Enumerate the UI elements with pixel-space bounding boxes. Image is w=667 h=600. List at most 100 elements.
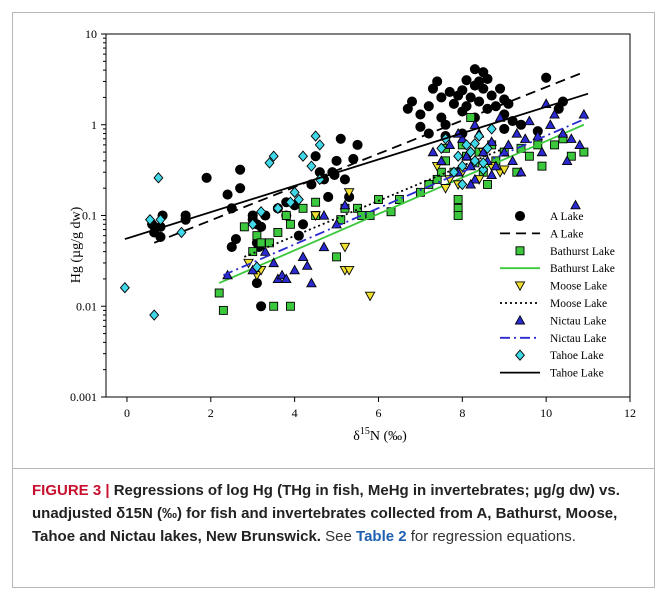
data-point bbox=[456, 133, 468, 143]
data-point bbox=[465, 92, 476, 103]
caption-title: Regressions of log Hg (THg in fish, MeHg… bbox=[32, 482, 620, 545]
data-point bbox=[306, 160, 317, 172]
data-point bbox=[515, 166, 527, 177]
data-point bbox=[332, 252, 342, 262]
data-point bbox=[444, 86, 455, 97]
data-point bbox=[486, 123, 497, 135]
figure-caption: FIGURE 3 | Regressions of log Hg (THg in… bbox=[12, 468, 655, 588]
caption-text-1: See bbox=[320, 528, 357, 545]
data-point bbox=[415, 109, 426, 120]
data-point bbox=[256, 206, 267, 218]
data-point bbox=[469, 64, 480, 75]
legend-marker bbox=[515, 246, 525, 256]
legend-item: Tahoe Lake bbox=[500, 368, 604, 380]
x-tick-label: 2 bbox=[208, 406, 214, 420]
series-a-lake-points bbox=[147, 64, 568, 312]
data-point bbox=[281, 211, 291, 220]
series-a-lake-line bbox=[153, 71, 585, 244]
data-point bbox=[343, 266, 355, 276]
data-point bbox=[235, 183, 246, 194]
legend-label: Nictau Lake bbox=[550, 315, 607, 327]
data-point bbox=[537, 161, 547, 171]
x-axis-label-sup: 15 bbox=[360, 426, 370, 437]
data-point bbox=[269, 301, 279, 311]
legend-marker bbox=[514, 210, 526, 222]
data-point bbox=[149, 309, 160, 321]
data-point bbox=[448, 98, 459, 109]
data-point bbox=[218, 305, 228, 315]
data-point bbox=[297, 251, 309, 262]
data-point bbox=[570, 199, 581, 210]
legend-item: Bathurst Lake bbox=[515, 246, 615, 258]
data-point bbox=[248, 247, 258, 257]
data-point bbox=[478, 163, 489, 176]
data-point bbox=[474, 130, 485, 142]
y-tick-label: 0.01 bbox=[76, 299, 97, 313]
data-point bbox=[453, 211, 463, 220]
data-point bbox=[256, 301, 267, 312]
y-tick-label: 1 bbox=[91, 118, 97, 132]
data-point bbox=[461, 139, 472, 151]
legend-item: Nictau Lake bbox=[500, 333, 607, 345]
data-point bbox=[453, 150, 464, 162]
series-bathurst-lake-line bbox=[218, 123, 585, 284]
data-point bbox=[465, 178, 477, 189]
data-point bbox=[549, 108, 560, 119]
data-point bbox=[557, 128, 569, 138]
data-point bbox=[289, 264, 301, 275]
data-point bbox=[465, 160, 477, 171]
legend-item: Moose Lake bbox=[514, 281, 607, 293]
data-point bbox=[256, 221, 267, 232]
legend: A Lake A Lake Bathurst Lake Bathurst Lake Mo… bbox=[500, 210, 615, 380]
data-point bbox=[314, 139, 325, 151]
legend-item: Tahoe Lake bbox=[515, 349, 604, 362]
data-point bbox=[285, 219, 295, 229]
data-point bbox=[268, 150, 279, 162]
x-tick-label: 4 bbox=[292, 406, 298, 420]
data-point bbox=[427, 146, 439, 157]
data-point bbox=[214, 288, 224, 298]
data-point bbox=[541, 72, 552, 83]
legend-label: A Lake bbox=[550, 211, 584, 223]
data-point bbox=[335, 133, 346, 144]
legend-label: Nictau Lake bbox=[550, 333, 607, 345]
y-tick-label: 0.001 bbox=[70, 390, 97, 404]
data-point bbox=[490, 160, 502, 171]
data-marks bbox=[119, 64, 590, 321]
legend-item: Nictau Lake bbox=[514, 314, 607, 327]
data-point bbox=[318, 241, 330, 252]
data-point bbox=[406, 96, 418, 107]
data-point bbox=[289, 186, 300, 199]
data-point bbox=[256, 238, 266, 248]
data-point bbox=[259, 246, 271, 256]
data-point bbox=[444, 139, 456, 150]
data-point bbox=[461, 101, 472, 112]
series-tahoe-lake-points bbox=[119, 123, 497, 321]
data-point bbox=[311, 197, 321, 207]
data-point bbox=[331, 155, 342, 166]
data-point bbox=[235, 164, 246, 175]
data-point bbox=[268, 257, 280, 268]
data-point bbox=[453, 195, 463, 204]
legend-label: Tahoe Lake bbox=[550, 350, 604, 362]
y-tick-label: 10 bbox=[85, 27, 97, 41]
table-2-link[interactable]: Table 2 bbox=[356, 528, 407, 545]
data-point bbox=[524, 151, 534, 161]
legend-label: Moose Lake bbox=[550, 281, 607, 293]
data-point bbox=[297, 219, 309, 230]
data-point bbox=[339, 174, 350, 185]
data-point bbox=[469, 155, 480, 167]
regression-line bbox=[243, 147, 505, 258]
data-point bbox=[298, 203, 308, 213]
legend-item: Moose Lake bbox=[500, 298, 607, 310]
data-point bbox=[310, 151, 321, 162]
data-point bbox=[565, 133, 577, 143]
data-point bbox=[293, 193, 304, 206]
data-point bbox=[357, 211, 367, 220]
regression-line bbox=[223, 116, 589, 277]
data-point bbox=[474, 96, 485, 107]
data-point bbox=[394, 195, 404, 204]
legend-label: A Lake bbox=[550, 228, 584, 240]
data-point bbox=[176, 226, 187, 239]
data-point bbox=[519, 133, 531, 143]
